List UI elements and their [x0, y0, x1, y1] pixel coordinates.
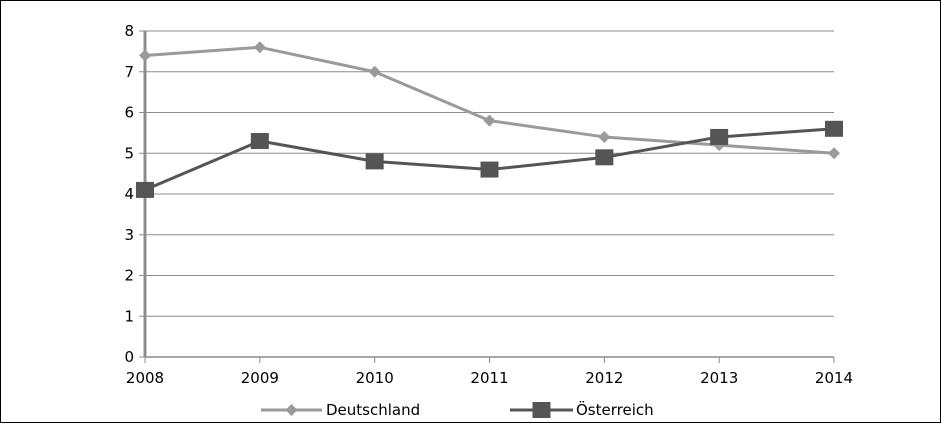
x-tick-label: 2013 — [700, 369, 738, 387]
series-österreich — [136, 120, 843, 198]
y-tick-label: 1 — [124, 307, 134, 325]
legend-swatch-marker — [285, 404, 298, 416]
series-lines — [136, 41, 843, 198]
legend-label: Deutschland — [326, 401, 420, 419]
data-point-2012 — [598, 130, 611, 143]
gridlines — [145, 30, 834, 317]
legend-swatch-marker — [532, 402, 551, 418]
x-tick-label: 2012 — [585, 369, 623, 387]
y-tick-label: 4 — [124, 185, 134, 203]
data-point-2014 — [825, 120, 843, 137]
data-point-2008 — [136, 181, 154, 198]
y-tick-label: 0 — [124, 348, 134, 366]
y-tick-label: 2 — [124, 267, 134, 285]
y-tick-label: 8 — [124, 22, 134, 40]
data-point-2008 — [139, 49, 151, 62]
y-tick-label: 7 — [124, 63, 134, 81]
data-point-2014 — [828, 147, 840, 160]
y-tick-label: 6 — [124, 104, 134, 122]
data-point-2009 — [250, 133, 269, 150]
legend-item-deutschland: Deutschland — [261, 401, 420, 419]
data-point-2010 — [365, 153, 384, 170]
y-tick-label: 3 — [124, 226, 134, 244]
x-tick-label: 2008 — [126, 369, 164, 387]
data-point-2009 — [253, 41, 266, 54]
data-point-2011 — [483, 114, 496, 127]
axes: 0 1 2 3 4 5 6 7 8 2008 2009 2010 2011 2012 2013 2014 — [124, 22, 853, 387]
x-tick-label: 2009 — [241, 369, 279, 387]
x-tick-label: 2011 — [470, 369, 508, 387]
x-tick-label: 2010 — [356, 369, 394, 387]
y-tick-label: 5 — [124, 144, 134, 162]
legend: Deutschland Österreich — [261, 400, 654, 419]
data-point-2013 — [710, 128, 729, 145]
legend-label: Österreich — [576, 400, 654, 419]
data-point-2012 — [595, 149, 614, 166]
legend-item-österreich: Österreich — [510, 400, 654, 419]
data-point-2010 — [368, 65, 381, 78]
data-point-2011 — [480, 161, 499, 178]
x-tick-label: 2014 — [815, 369, 853, 387]
